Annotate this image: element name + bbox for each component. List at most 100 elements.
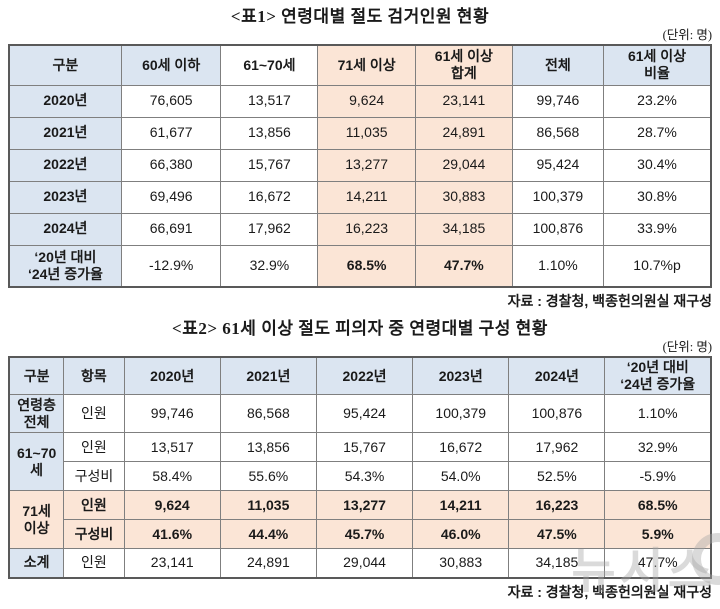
cell: 47.5% <box>508 519 606 550</box>
cell: 13,856 <box>219 432 317 463</box>
col-header-under60: 60세 이하 <box>120 44 222 86</box>
row-group-over71: 71세 이상 <box>8 490 65 550</box>
table-row-over71-count: 71세 이상 인원 9,624 11,035 13,277 14,211 16,… <box>8 490 712 550</box>
table1-title: <표1> 연령대별 절도 검거인원 현황 <box>230 7 490 26</box>
cell: 86,568 <box>219 394 317 434</box>
cell: 100,379 <box>412 394 510 434</box>
cell: 5.9% <box>604 519 712 550</box>
col-header-over61-ratio: 61세 이상 비율 <box>603 44 712 86</box>
col-header-over61-total: 61세 이상 합계 <box>414 44 513 86</box>
cell: 28.7% <box>603 116 712 150</box>
col-header-category: 구분 <box>8 356 65 396</box>
cell: -12.9% <box>120 244 222 288</box>
cell: 11,035 <box>219 490 317 521</box>
item-cell: 인원 <box>63 432 125 463</box>
table-header-row: 구분 60세 이하 61~70세 71세 이상 61세 이상 합계 전체 61세… <box>8 44 712 86</box>
col-header-61to70: 61~70세 <box>220 44 319 86</box>
cell: 66,380 <box>120 148 222 182</box>
cell: 15,767 <box>315 432 414 463</box>
cell: 100,876 <box>508 394 606 434</box>
table2-unit-label: (단위: 명) <box>662 340 712 354</box>
cell: 61,677 <box>120 116 222 150</box>
cell: 13,517 <box>220 84 319 118</box>
table-row: 2020년 76,605 13,517 9,624 23,141 99,746 … <box>8 84 712 118</box>
cell: 15,767 <box>220 148 319 182</box>
cell: 16,672 <box>412 432 510 463</box>
cell: 100,379 <box>511 180 605 214</box>
row-label-2023: 2023년 <box>8 180 122 214</box>
cell: 41.6% <box>123 519 221 550</box>
cell: 34,185 <box>414 212 513 246</box>
table-row-over71-ratio: 구성비 41.6% 44.4% 45.7% 46.0% 47.5% 5.9% <box>9 519 712 550</box>
cell: 17,962 <box>508 432 606 463</box>
cell: 33.9% <box>603 212 712 246</box>
cell: 69,496 <box>120 180 222 214</box>
table-row-61to70-ratio: 구성비 58.4% 55.6% 54.3% 54.0% 52.5% -5.9% <box>9 461 712 492</box>
cell: 13,856 <box>220 116 319 150</box>
row-label-2024: 2024년 <box>8 212 122 246</box>
cell: 34,185 <box>508 548 606 579</box>
cell: 17,962 <box>220 212 319 246</box>
item-cell: 구성비 <box>63 519 125 550</box>
cell: 30,883 <box>412 548 510 579</box>
cell: 30.4% <box>603 148 712 182</box>
table1-source: 자료 : 경찰청, 백종헌의원실 재구성 <box>507 293 712 309</box>
cell: 47.7% <box>604 548 712 579</box>
cell: 13,277 <box>317 148 416 182</box>
table2-source: 자료 : 경찰청, 백종헌의원실 재구성 <box>507 583 712 600</box>
table-row-growth-rate: ‘20년 대비 ‘24년 증가율 -12.9% 32.9% 68.5% 47.7… <box>8 244 712 288</box>
col-header-item: 항목 <box>63 356 125 396</box>
cell: 66,691 <box>120 212 222 246</box>
cell: 99,746 <box>123 394 221 434</box>
cell: 47.7% <box>414 244 513 288</box>
cell: 99,746 <box>511 84 605 118</box>
row-group-subtotal: 소계 <box>8 548 65 579</box>
cell: 100,876 <box>511 212 605 246</box>
cell: 44.4% <box>219 519 317 550</box>
row-label-2022: 2022년 <box>8 148 122 182</box>
cell: 29,044 <box>414 148 513 182</box>
col-header-growth: ‘20년 대비 ‘24년 증가율 <box>604 356 712 396</box>
cell: 68.5% <box>604 490 712 521</box>
cell: 14,211 <box>412 490 510 521</box>
cell: 23,141 <box>123 548 221 579</box>
cell: 16,223 <box>508 490 606 521</box>
cell: 9,624 <box>123 490 221 521</box>
cell: 55.6% <box>219 461 317 492</box>
row-group-61to70: 61~70세 <box>8 432 65 492</box>
item-cell: 구성비 <box>63 461 125 492</box>
table-row-all-ages: 연령층 전체 인원 99,746 86,568 95,424 100,379 1… <box>8 394 712 434</box>
col-header-2020: 2020년 <box>123 356 221 396</box>
cell: 14,211 <box>317 180 416 214</box>
table-row-subtotal: 소계 인원 23,141 24,891 29,044 30,883 34,185… <box>8 548 712 579</box>
table1-unit-label: (단위: 명) <box>662 28 712 42</box>
col-header-2024: 2024년 <box>508 356 606 396</box>
col-header-over71: 71세 이상 <box>317 44 416 86</box>
cell: 13,517 <box>123 432 221 463</box>
row-label-growth: ‘20년 대비 ‘24년 증가율 <box>8 244 122 288</box>
cell: 9,624 <box>317 84 416 118</box>
cell: 32.9% <box>604 432 712 463</box>
cell: 95,424 <box>315 394 414 434</box>
cell: 95,424 <box>511 148 605 182</box>
table-row: 2023년 69,496 16,672 14,211 30,883 100,37… <box>8 180 712 214</box>
item-cell: 인원 <box>63 394 125 434</box>
cell: 54.0% <box>412 461 510 492</box>
item-cell: 인원 <box>63 548 125 579</box>
cell: 16,672 <box>220 180 319 214</box>
cell: 23,141 <box>414 84 513 118</box>
col-header-category: 구분 <box>8 44 122 86</box>
cell: -5.9% <box>604 461 712 492</box>
row-label-2021: 2021년 <box>8 116 122 150</box>
table-row: 2021년 61,677 13,856 11,035 24,891 86,568… <box>8 116 712 150</box>
cell: 16,223 <box>317 212 416 246</box>
table-header-row: 구분 항목 2020년 2021년 2022년 2023년 2024년 ‘20년… <box>8 356 712 396</box>
table-row: 2024년 66,691 17,962 16,223 34,185 100,87… <box>8 212 712 246</box>
row-label-2020: 2020년 <box>8 84 122 118</box>
cell: 30.8% <box>603 180 712 214</box>
col-header-2023: 2023년 <box>412 356 510 396</box>
cell: 1.10% <box>511 244 605 288</box>
table2-title: <표2> 61세 이상 절도 피의자 중 연령대별 구성 현황 <box>172 319 548 338</box>
cell: 11,035 <box>317 116 416 150</box>
col-header-total: 전체 <box>511 44 605 86</box>
